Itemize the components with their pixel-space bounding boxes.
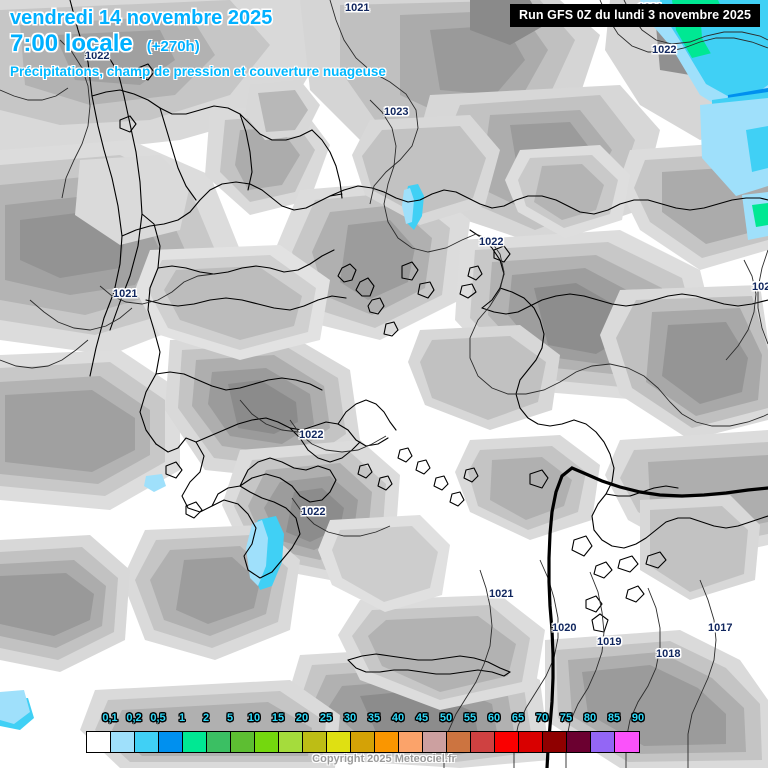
- legend-swatch[interactable]: [375, 732, 399, 752]
- legend-swatch[interactable]: [183, 732, 207, 752]
- coastline-layer: [69, 0, 768, 677]
- legend-tick-label: 0,1: [102, 712, 118, 724]
- legend-swatch[interactable]: [423, 732, 447, 752]
- legend-swatch[interactable]: [111, 732, 135, 752]
- legend-swatch[interactable]: [471, 732, 495, 752]
- legend-swatch[interactable]: [447, 732, 471, 752]
- legend-swatch[interactable]: [399, 732, 423, 752]
- legend-tick-label: 1: [178, 712, 186, 724]
- legend-swatch[interactable]: [351, 732, 375, 752]
- legend-tick-label: 80: [583, 712, 597, 724]
- legend-swatch[interactable]: [231, 732, 255, 752]
- copyright-notice: Copyright 2025 Meteociel.fr: [312, 753, 456, 765]
- legend-swatch[interactable]: [519, 732, 543, 752]
- precipitation-legend[interactable]: 0,1 0,2 0,5 1 2 5 10 15 20 25 30 35 40 45 50 55 60 65 70 75…: [0, 708, 768, 768]
- legend-tick-label: 30: [343, 712, 357, 724]
- legend-swatch[interactable]: [255, 732, 279, 752]
- legend-tick-label: 10: [247, 712, 261, 724]
- legend-tick-label: 0,5: [150, 712, 166, 724]
- legend-tick-label: 45: [415, 712, 429, 724]
- legend-swatch[interactable]: [567, 732, 591, 752]
- legend-swatch[interactable]: [495, 732, 519, 752]
- legend-tick-label: 50: [439, 712, 453, 724]
- legend-tick-label: 25: [319, 712, 333, 724]
- legend-tick-label: 2: [202, 712, 210, 724]
- precipitation-layer: [0, 0, 768, 730]
- legend-swatch[interactable]: [591, 732, 615, 752]
- legend-swatch[interactable]: [135, 732, 159, 752]
- legend-swatch[interactable]: [303, 732, 327, 752]
- legend-tick-label: 20: [295, 712, 309, 724]
- model-run-banner: Run GFS 0Z du lundi 3 novembre 2025: [510, 4, 761, 27]
- legend-tick-label: 65: [511, 712, 525, 724]
- legend-tick-label: 60: [487, 712, 501, 724]
- legend-swatch[interactable]: [279, 732, 303, 752]
- legend-tick-labels: 0,1 0,2 0,5 1 2 5 10 15 20 25 30 35 40 45 50 55 60 65 70 75…: [0, 712, 768, 728]
- legend-swatch[interactable]: [615, 732, 639, 752]
- legend-tick-label: 40: [391, 712, 405, 724]
- legend-tick-label: 85: [607, 712, 621, 724]
- legend-tick-label: 70: [535, 712, 549, 724]
- legend-tick-label: 0,2: [126, 712, 142, 724]
- legend-swatch[interactable]: [207, 732, 231, 752]
- legend-swatch[interactable]: [543, 732, 567, 752]
- legend-tick-label: 5: [226, 712, 234, 724]
- legend-swatch[interactable]: [87, 732, 111, 752]
- legend-tick-label: 90: [631, 712, 645, 724]
- legend-color-bar[interactable]: [86, 731, 640, 753]
- legend-tick-label: 35: [367, 712, 381, 724]
- legend-tick-label: 15: [271, 712, 285, 724]
- legend-swatch[interactable]: [159, 732, 183, 752]
- legend-tick-label: 55: [463, 712, 477, 724]
- frontal-line-layer: [545, 466, 768, 768]
- legend-tick-label: 75: [559, 712, 573, 724]
- legend-swatch[interactable]: [327, 732, 351, 752]
